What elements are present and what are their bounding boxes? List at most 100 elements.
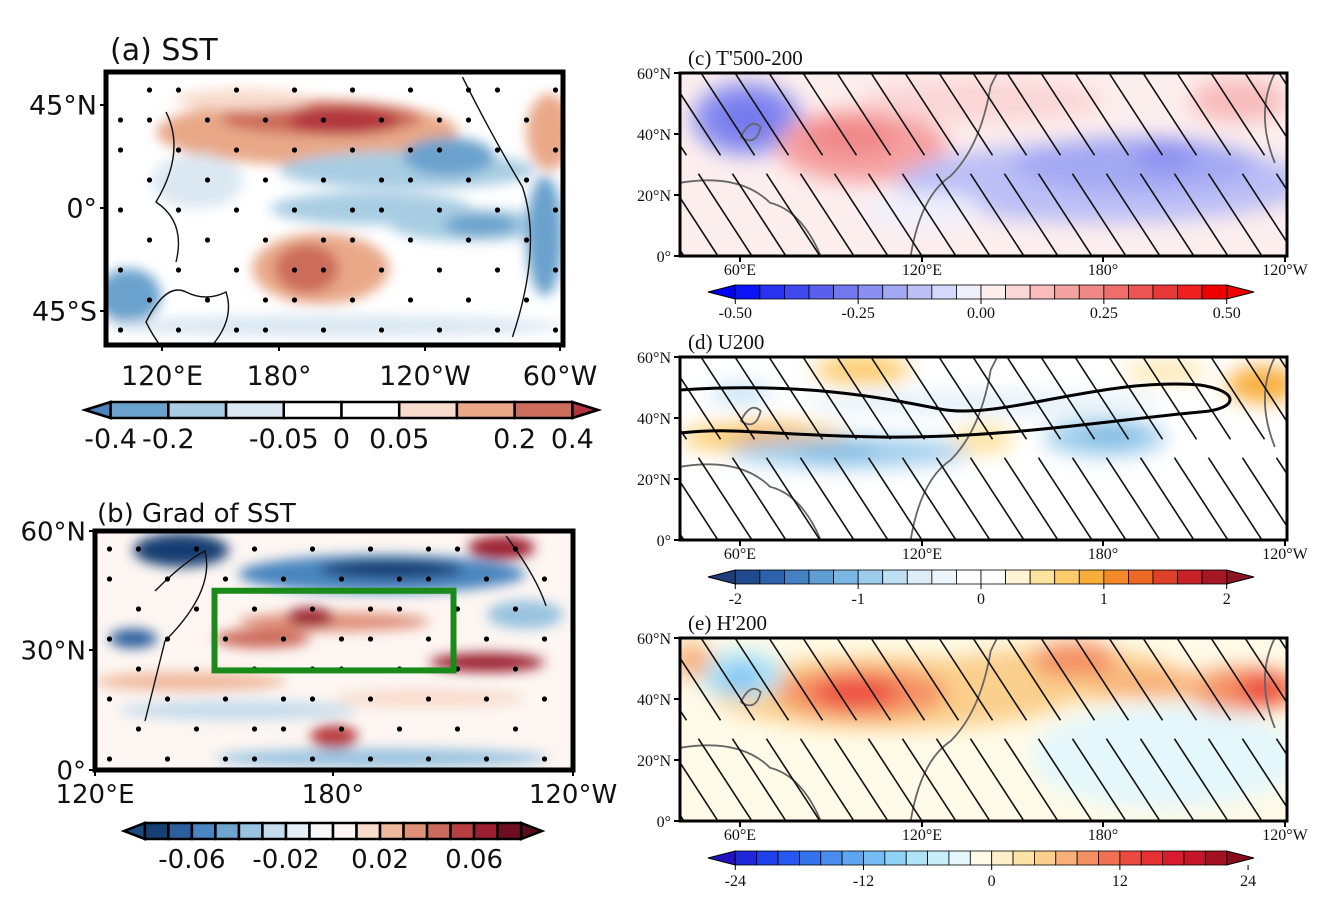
hatch-line — [680, 196, 719, 256]
hatch-line — [1275, 173, 1287, 192]
hatch-line — [680, 91, 722, 156]
hatch-line — [901, 738, 957, 821]
stipple-dot — [378, 267, 385, 273]
stipple-dot — [367, 696, 374, 702]
colorbar-box — [1076, 850, 1099, 866]
colorbar-extend-max — [519, 821, 546, 841]
stipple-dot — [483, 636, 490, 642]
hatch-line — [1173, 173, 1229, 256]
anomaly-blob — [174, 88, 312, 111]
hatch-line — [901, 457, 957, 540]
stipple-dot — [204, 297, 211, 303]
stipple-dot — [367, 546, 374, 552]
anomaly-blob — [813, 678, 899, 708]
hatch-line — [836, 73, 892, 156]
hatch-line — [1040, 638, 1096, 721]
colorbar-tick-label: 0.00 — [967, 305, 995, 322]
y-tick-label: 45°S — [32, 297, 97, 328]
stipple-dot — [117, 117, 124, 123]
map-frame — [678, 71, 1289, 258]
colorbar-box — [331, 821, 358, 841]
stipple-dot — [291, 207, 298, 213]
colorbar-box — [214, 821, 241, 841]
hatch-line — [1071, 457, 1127, 540]
colorbar-extend-min — [80, 400, 112, 420]
stipple-dot — [552, 267, 559, 273]
india-coast — [680, 179, 822, 256]
colorbar-box — [820, 850, 843, 866]
stipple-dot — [483, 756, 490, 762]
hatch-line — [938, 357, 994, 440]
colorbar-box — [759, 569, 785, 585]
hatch-line — [802, 73, 858, 156]
colorbar-box — [969, 850, 993, 866]
stipple-dot — [512, 726, 519, 732]
colorbar-box — [1078, 569, 1105, 585]
x-tick-label: 180° — [1088, 827, 1118, 844]
stipple-dot — [146, 237, 153, 243]
colorbar-box — [777, 850, 800, 866]
colorbar-box — [1005, 284, 1031, 300]
hatch-line — [833, 738, 889, 821]
colorbar-box — [857, 284, 884, 300]
stipple-dot — [367, 636, 374, 642]
india-coast — [680, 744, 822, 821]
stipple-dot — [494, 207, 501, 213]
stipple-dot — [280, 696, 287, 702]
stipple-dot — [407, 297, 414, 303]
colorbar-e: -24 -12 0 12 24 — [707, 850, 1256, 890]
colorbar-box — [308, 821, 335, 841]
anomaly-blob — [109, 628, 158, 649]
x-tick-label: 120°W — [1262, 827, 1308, 844]
stipple-dot — [106, 576, 113, 582]
hatch-line — [1108, 357, 1164, 440]
anomaly-blob — [319, 559, 464, 579]
colorbar-box — [882, 569, 908, 585]
colorbar-box — [402, 821, 429, 841]
colorbar-box — [882, 284, 908, 300]
colorbar-box — [513, 400, 574, 420]
colorbar-box — [1029, 569, 1056, 585]
field-b — [95, 531, 573, 770]
hatch-line — [1244, 357, 1287, 424]
colorbar-tick-label: 0.4 — [551, 424, 594, 455]
stipple-dot — [193, 726, 200, 732]
stipple-dot — [251, 756, 258, 762]
stipple-dot — [309, 606, 316, 612]
stipple-dot — [280, 636, 287, 642]
x-tick-label: 120°E — [902, 262, 942, 279]
field-c — [680, 73, 1287, 256]
stipple-dot — [523, 117, 530, 123]
hatch-line — [799, 738, 855, 821]
hatch-line — [1241, 457, 1287, 528]
anomaly-blob — [801, 118, 899, 156]
colorbar-box — [1119, 850, 1142, 866]
anomaly-blob — [1226, 366, 1287, 403]
stipple-dot — [117, 147, 124, 153]
stipple-dot — [164, 696, 171, 702]
stipple-dot — [222, 576, 229, 582]
anomaly-blob — [275, 243, 340, 294]
colorbar-box — [397, 400, 459, 420]
stipple-dot — [291, 87, 298, 93]
anomaly-blob — [795, 443, 881, 462]
colorbar-tick-label: -24 — [725, 873, 746, 890]
stipple-dot — [117, 207, 124, 213]
hatch-line — [1244, 73, 1287, 140]
hatch-line — [700, 357, 756, 440]
anomaly-blob — [133, 533, 229, 567]
stipple-dot — [552, 207, 559, 213]
colorbar-box — [857, 569, 884, 585]
panel-e: (e) H'200 60°N 40°N 20°N 0° 60°E 120°E 180° 120°… — [637, 611, 1309, 890]
stipple-dot — [204, 237, 211, 243]
colorbar-box — [734, 850, 758, 866]
y-tick-label: 0° — [657, 533, 671, 550]
x-tick-label: 120°E — [121, 361, 203, 392]
colorbar-a: -0.4 -0.2 -0.05 0 0.05 0.2 0.4 — [80, 400, 603, 455]
y-tick-label: 0° — [657, 814, 671, 831]
colorbar-tick-label: -0.2 — [142, 424, 195, 455]
colorbar-tick-label: 0.02 — [351, 845, 409, 875]
stipple-dot — [175, 147, 182, 153]
colorbar-box — [190, 821, 217, 841]
anomaly-blob — [118, 700, 358, 720]
